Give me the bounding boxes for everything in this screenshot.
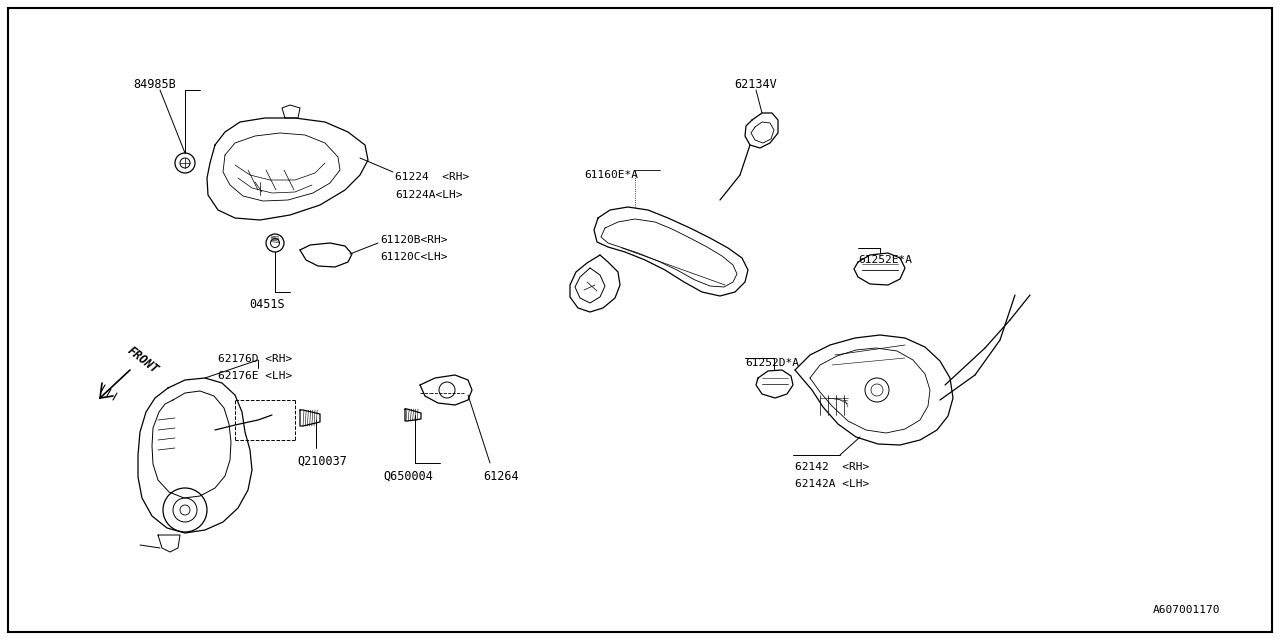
Text: 61160E*A: 61160E*A <box>584 170 637 180</box>
Text: 62134V: 62134V <box>735 78 777 91</box>
Text: 61252D*A: 61252D*A <box>745 358 799 368</box>
Text: 61224  <RH>: 61224 <RH> <box>396 172 470 182</box>
Text: 0451S: 0451S <box>250 298 285 311</box>
Text: 61120C<LH>: 61120C<LH> <box>380 252 448 262</box>
Text: 62176D <RH>: 62176D <RH> <box>218 354 292 364</box>
Text: Q210037: Q210037 <box>297 455 347 468</box>
Text: 62176E <LH>: 62176E <LH> <box>218 371 292 381</box>
Text: 61252E*A: 61252E*A <box>858 255 911 265</box>
Text: 61224A<LH>: 61224A<LH> <box>396 190 462 200</box>
Text: 61264: 61264 <box>483 470 518 483</box>
Text: 84985B: 84985B <box>133 78 177 91</box>
Text: A607001170: A607001170 <box>1152 605 1220 615</box>
Text: 62142A <LH>: 62142A <LH> <box>795 479 869 489</box>
Text: 62142  <RH>: 62142 <RH> <box>795 462 869 472</box>
Text: Q650004: Q650004 <box>383 470 433 483</box>
Text: FRONT: FRONT <box>125 344 161 376</box>
Text: 61120B<RH>: 61120B<RH> <box>380 235 448 245</box>
